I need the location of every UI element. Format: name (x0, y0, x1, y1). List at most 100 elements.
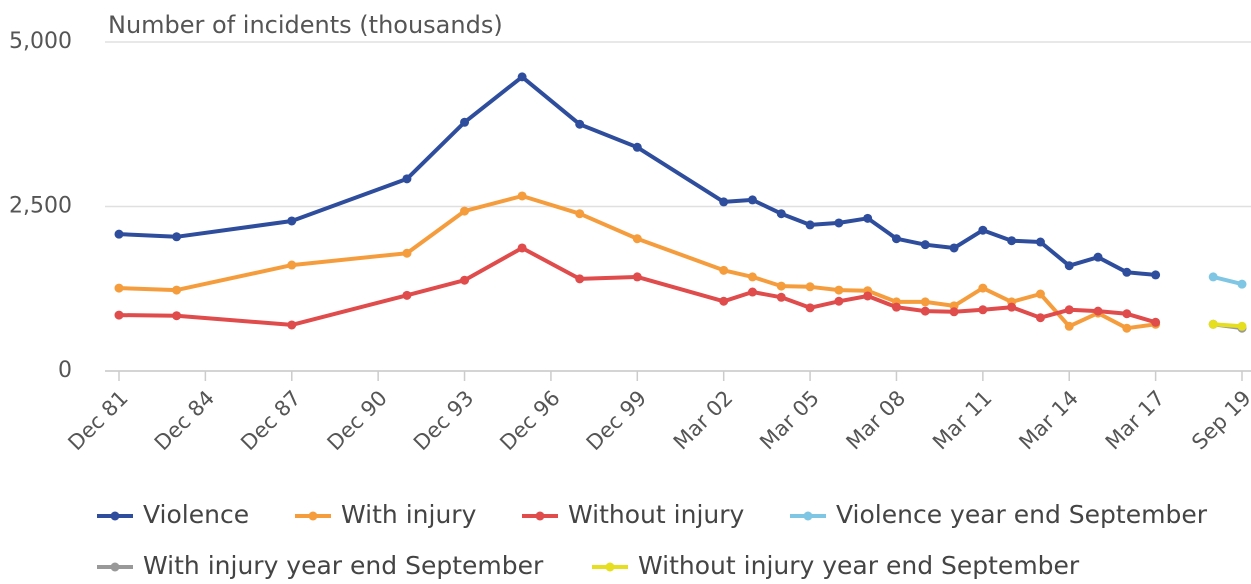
series-line (1213, 322, 1243, 329)
data-point (805, 282, 815, 292)
data-point (1064, 321, 1074, 331)
x-tick-label: Dec 81 (63, 386, 132, 455)
data-point (114, 283, 124, 293)
data-point (575, 209, 585, 219)
x-tick-label: Mar 05 (755, 386, 824, 455)
legend-marker (308, 511, 318, 521)
data-point (1122, 323, 1132, 333)
data-point (287, 216, 297, 226)
data-point (747, 272, 757, 282)
data-point (1151, 317, 1161, 327)
legend-label: With injury (341, 500, 477, 529)
data-point (719, 265, 729, 275)
data-point (776, 209, 786, 219)
data-point (460, 275, 470, 285)
data-point (632, 234, 642, 244)
data-point (776, 292, 786, 302)
data-point (719, 296, 729, 306)
legend-marker (605, 562, 615, 572)
data-point (1151, 270, 1161, 280)
data-point (517, 191, 527, 201)
y-tick-label: 5,000 (9, 29, 72, 54)
data-point (776, 281, 786, 291)
data-point (172, 311, 182, 321)
series-line (1212, 274, 1243, 287)
data-point (632, 142, 642, 152)
data-point (863, 291, 873, 301)
data-point (632, 272, 642, 282)
data-point (805, 303, 815, 313)
series-line (118, 74, 1156, 277)
data-point (1122, 267, 1132, 277)
data-point (920, 240, 930, 250)
data-point (1122, 309, 1132, 319)
y-axis-label: Number of incidents (thousands) (108, 11, 503, 39)
data-point (1237, 321, 1247, 331)
data-point (747, 195, 757, 205)
legend-label: With injury year end September (143, 551, 544, 580)
data-point (1064, 261, 1074, 271)
data-point (1007, 302, 1017, 312)
data-point (402, 174, 412, 184)
x-tick-label: Sep 19 (1187, 386, 1251, 455)
data-point (1093, 306, 1103, 316)
legend-label: Violence (143, 500, 249, 529)
data-point (863, 213, 873, 223)
data-point (575, 274, 585, 284)
data-point (575, 119, 585, 129)
x-tick-label: Dec 84 (150, 386, 219, 455)
data-point (747, 287, 757, 297)
data-point (460, 117, 470, 127)
data-point (517, 72, 527, 82)
x-tick-label: Mar 17 (1101, 386, 1170, 455)
series-line (118, 194, 1156, 331)
data-point (1007, 236, 1017, 246)
legend-marker (110, 562, 120, 572)
data-point (460, 206, 470, 216)
legend-marker (803, 511, 813, 521)
y-tick-label: 2,500 (9, 194, 72, 219)
x-tick-label: Dec 90 (323, 386, 392, 455)
legend-label: Violence year end September (836, 500, 1208, 529)
data-point (920, 297, 930, 307)
x-tick-label: Mar 11 (928, 386, 997, 455)
data-point (1208, 272, 1218, 282)
data-point (287, 320, 297, 330)
data-point (978, 305, 988, 315)
data-point (1237, 279, 1247, 289)
data-point (172, 232, 182, 242)
data-point (1035, 313, 1045, 323)
data-point (114, 310, 124, 320)
data-point (719, 197, 729, 207)
data-point (517, 243, 527, 253)
legend-label: Without injury year end September (638, 551, 1080, 580)
data-point (949, 243, 959, 253)
x-tick-label: Mar 14 (1014, 386, 1083, 455)
data-point (891, 302, 901, 312)
series-line (118, 246, 1157, 327)
x-tick-label: Dec 96 (495, 386, 564, 455)
data-point (1035, 237, 1045, 247)
data-point (1035, 289, 1045, 299)
x-tick-label: Dec 87 (236, 386, 305, 455)
data-point (287, 260, 297, 270)
data-point (402, 290, 412, 300)
legend-marker (535, 511, 545, 521)
data-point (1064, 305, 1074, 315)
x-tick-label: Mar 02 (669, 386, 738, 455)
legend-marker (110, 511, 120, 521)
data-point (1093, 252, 1103, 262)
data-point (114, 229, 124, 239)
y-tick-label: 0 (58, 358, 72, 383)
data-point (834, 218, 844, 228)
data-point (172, 285, 182, 295)
data-point (891, 234, 901, 244)
data-point (1208, 319, 1218, 329)
data-point (978, 225, 988, 235)
data-point (834, 285, 844, 295)
x-tick-label: Dec 99 (582, 386, 651, 455)
data-point (805, 220, 815, 230)
data-point (978, 283, 988, 293)
data-point (834, 296, 844, 306)
